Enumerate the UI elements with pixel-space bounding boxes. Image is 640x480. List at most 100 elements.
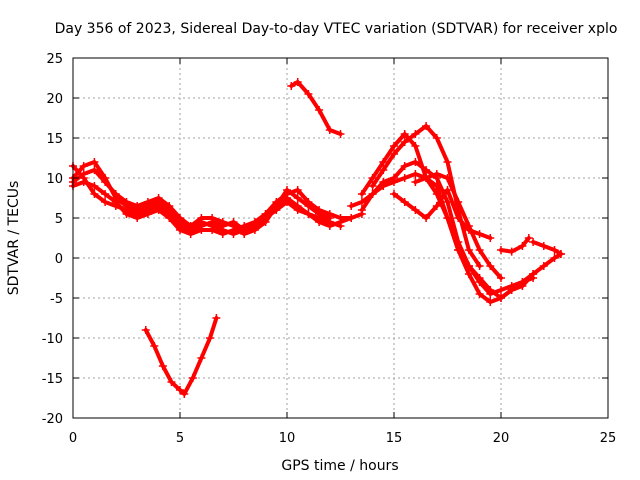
data-point bbox=[101, 178, 110, 186]
data-point bbox=[315, 218, 324, 226]
data-point bbox=[261, 210, 270, 218]
data-point bbox=[90, 182, 99, 190]
series-line bbox=[143, 316, 219, 396]
data-point bbox=[208, 226, 217, 234]
data-point bbox=[304, 202, 313, 210]
data-point bbox=[432, 182, 441, 190]
plot-frame bbox=[72, 57, 609, 419]
data-point bbox=[283, 186, 291, 194]
series-line bbox=[392, 188, 493, 240]
data-point bbox=[464, 262, 473, 270]
y-tick-label: 0 bbox=[55, 252, 63, 267]
data-point bbox=[518, 242, 527, 250]
data-point bbox=[390, 142, 398, 150]
data-point bbox=[464, 222, 473, 230]
data-point bbox=[240, 222, 249, 230]
data-point bbox=[347, 202, 356, 210]
data-point bbox=[475, 290, 484, 298]
data-point bbox=[486, 298, 495, 306]
data-point bbox=[212, 314, 221, 322]
data-point bbox=[518, 278, 527, 286]
x-tick-label: 15 bbox=[386, 431, 403, 446]
data-point bbox=[197, 354, 206, 362]
data-point bbox=[325, 222, 334, 230]
data-point bbox=[90, 190, 99, 198]
data-point bbox=[411, 142, 420, 150]
data-point bbox=[357, 190, 366, 198]
series-track-7 bbox=[357, 130, 538, 298]
data-point bbox=[368, 182, 377, 190]
y-tick-label: -10 bbox=[42, 332, 63, 347]
x-axis-label: GPS time / hours bbox=[281, 458, 398, 474]
data-point bbox=[315, 210, 324, 218]
data-point bbox=[368, 190, 377, 198]
data-point bbox=[176, 214, 184, 222]
data-point bbox=[400, 138, 409, 146]
data-point bbox=[443, 158, 452, 166]
x-tick-label: 20 bbox=[493, 431, 510, 446]
data-point bbox=[304, 210, 313, 218]
data-point bbox=[390, 178, 398, 186]
data-point bbox=[205, 334, 214, 342]
data-point bbox=[79, 162, 88, 170]
data-point bbox=[218, 230, 227, 238]
data-point bbox=[411, 158, 420, 166]
data-point bbox=[475, 262, 484, 270]
data-point bbox=[122, 198, 131, 206]
data-point bbox=[464, 246, 473, 254]
data-point bbox=[432, 190, 441, 198]
data-point bbox=[250, 226, 259, 234]
data-point bbox=[90, 166, 99, 174]
data-point bbox=[497, 294, 505, 302]
data-point bbox=[486, 290, 495, 298]
data-point bbox=[186, 230, 195, 238]
axes bbox=[72, 57, 609, 419]
data-point bbox=[293, 194, 302, 202]
data-point bbox=[176, 386, 184, 394]
data-point bbox=[443, 174, 452, 182]
data-point bbox=[529, 238, 538, 246]
y-tick-label: 20 bbox=[46, 92, 63, 107]
series-track-10 bbox=[411, 170, 505, 282]
data-point bbox=[400, 174, 409, 182]
data-point bbox=[507, 282, 516, 290]
gridlines bbox=[73, 58, 608, 418]
data-point bbox=[464, 270, 473, 278]
data-point bbox=[208, 214, 217, 222]
data-point bbox=[79, 170, 88, 178]
data-point bbox=[315, 106, 324, 114]
y-tick-label: 5 bbox=[55, 212, 63, 227]
series-track-11 bbox=[497, 234, 533, 256]
series-track-14 bbox=[141, 314, 221, 398]
chart-title: Day 356 of 2023, Sidereal Day-to-day VTE… bbox=[55, 21, 618, 37]
data-point bbox=[141, 326, 150, 334]
data-point bbox=[411, 170, 420, 178]
y-tick-label: -5 bbox=[50, 292, 63, 307]
data-point bbox=[197, 226, 206, 234]
y-tick-label: -20 bbox=[42, 412, 63, 427]
data-point bbox=[443, 186, 452, 194]
data-point bbox=[79, 178, 88, 186]
data-point bbox=[111, 190, 120, 198]
data-point bbox=[101, 190, 110, 198]
x-tick-label: 0 bbox=[69, 431, 77, 446]
data-point bbox=[524, 234, 533, 242]
data-point bbox=[167, 378, 176, 386]
x-tick-label: 5 bbox=[176, 431, 184, 446]
y-tick-label: 10 bbox=[46, 172, 63, 187]
data-point bbox=[507, 247, 516, 256]
data-point bbox=[454, 214, 463, 222]
data-point bbox=[432, 134, 441, 142]
data-point bbox=[497, 246, 505, 254]
data-point bbox=[357, 206, 366, 214]
data-point bbox=[368, 174, 377, 182]
data-point bbox=[180, 390, 189, 398]
data-point bbox=[497, 274, 505, 282]
data-point bbox=[133, 202, 142, 210]
data-point bbox=[293, 78, 302, 86]
data-point bbox=[400, 198, 409, 206]
y-tick-label: 15 bbox=[46, 132, 63, 147]
data-point bbox=[390, 150, 398, 158]
